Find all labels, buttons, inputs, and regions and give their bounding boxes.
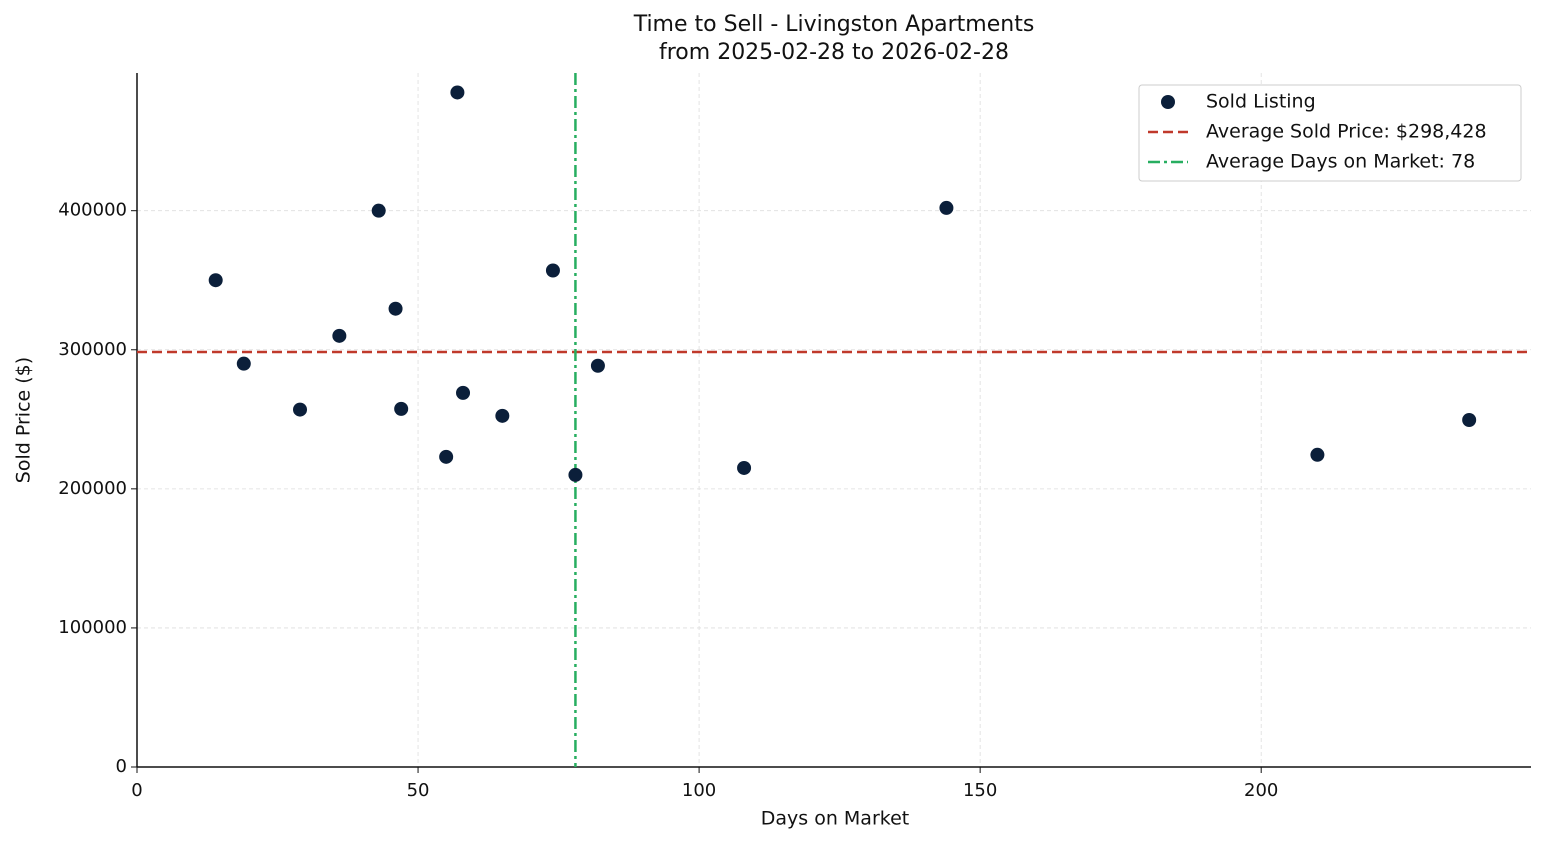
chart-subtitle: from 2025-02-28 to 2026-02-28 (659, 40, 1009, 65)
y-axis-label: Sold Price ($) (13, 357, 35, 483)
data-point (456, 385, 471, 400)
y-tick-label: 100000 (58, 617, 127, 638)
legend-label: Average Days on Market: 78 (1206, 151, 1475, 173)
y-tick-label: 400000 (58, 200, 127, 221)
data-point (1310, 447, 1325, 462)
data-point (388, 301, 403, 316)
x-tick-label: 150 (963, 780, 997, 801)
data-point (450, 85, 465, 100)
legend-label: Sold Listing (1206, 91, 1316, 113)
x-tick-label: 50 (407, 780, 430, 801)
data-point (1462, 413, 1477, 427)
data-point (545, 263, 560, 278)
data-point (332, 328, 347, 343)
data-point (236, 356, 251, 371)
x-axis-label: Days on Market (761, 808, 909, 830)
data-point (293, 402, 308, 417)
data-point (568, 467, 583, 482)
data-point (208, 273, 223, 288)
data-point (371, 203, 386, 218)
data-point (394, 401, 409, 416)
x-tick-label: 0 (131, 780, 142, 801)
data-point (939, 200, 954, 215)
data-point (495, 408, 510, 423)
legend-marker (1161, 95, 1175, 109)
legend-label: Average Sold Price: $298,428 (1206, 121, 1487, 143)
data-point (439, 449, 454, 464)
data-point (590, 358, 605, 373)
legend-box (1138, 84, 1522, 182)
data-point (737, 460, 752, 475)
x-tick-label: 100 (682, 780, 716, 801)
chart-title: Time to Sell - Livingston Apartments (633, 12, 1035, 37)
x-tick-label: 200 (1244, 780, 1278, 801)
y-tick-label: 200000 (58, 478, 127, 499)
y-tick-label: 0 (116, 756, 127, 777)
y-tick-label: 300000 (58, 339, 127, 360)
